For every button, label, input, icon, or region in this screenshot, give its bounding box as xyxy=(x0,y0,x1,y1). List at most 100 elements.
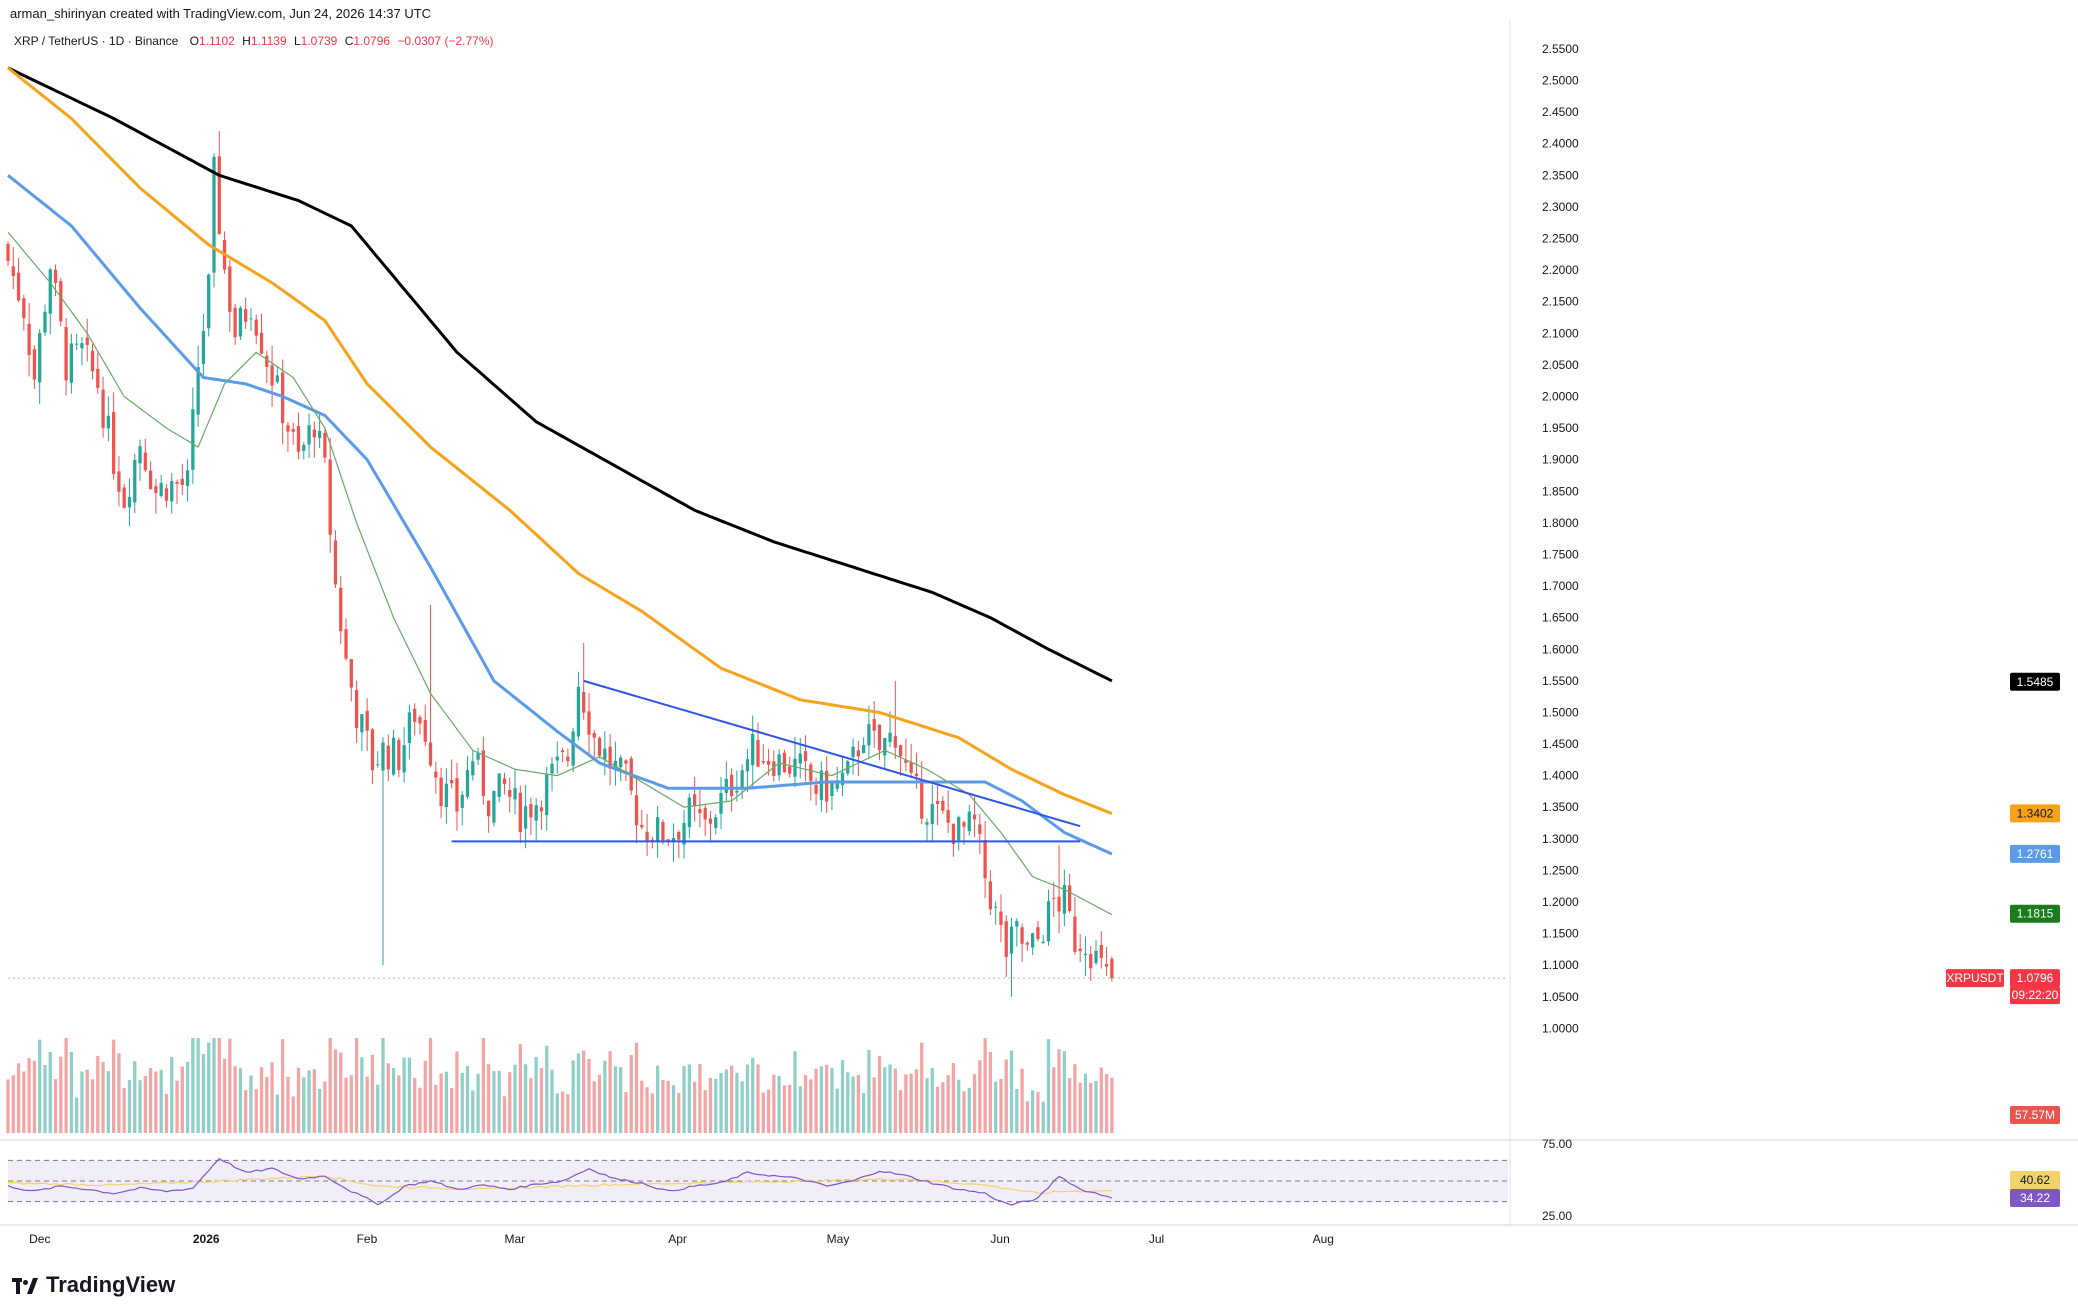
rsi-pane xyxy=(7,1157,1508,1206)
candle-body xyxy=(983,840,987,879)
ma100-price-tag-bg xyxy=(2010,804,2060,823)
volume-bar xyxy=(344,1077,348,1133)
candle-body xyxy=(872,719,876,731)
candle-body xyxy=(217,156,221,235)
countdown-tag: 09:22:20 xyxy=(2012,988,2059,1002)
price-tick-label: 2.0500 xyxy=(1542,358,1579,372)
candle-body xyxy=(1004,921,1008,957)
volume-bar xyxy=(397,1075,401,1133)
volume-bar xyxy=(888,1064,892,1133)
candle-body xyxy=(476,753,480,760)
volume-bar xyxy=(703,1090,707,1133)
candle-body xyxy=(1015,921,1019,927)
volume-bar xyxy=(740,1081,744,1133)
candle-body xyxy=(344,629,348,659)
volume-bar xyxy=(994,1081,998,1133)
candle-body xyxy=(914,773,919,776)
candle-body xyxy=(677,831,681,840)
candle-body xyxy=(566,756,570,762)
volume-bar xyxy=(143,1075,147,1133)
volume-bar xyxy=(867,1050,871,1133)
volume-bar xyxy=(233,1066,237,1133)
volume-bar xyxy=(244,1090,248,1133)
date-tick-label: Mar xyxy=(504,1232,525,1246)
candle-body xyxy=(486,800,491,817)
volume-bar xyxy=(951,1063,956,1133)
volume-bar xyxy=(962,1091,966,1133)
open-value: 1.1102 xyxy=(198,34,235,48)
candle-body xyxy=(254,319,258,336)
volume-bar xyxy=(856,1074,860,1133)
volume-bar xyxy=(582,1050,586,1133)
candle-body xyxy=(729,774,734,797)
candle-body xyxy=(814,784,818,794)
volume-bar xyxy=(111,1039,116,1133)
rsi-ma-last-tag-bg xyxy=(2010,1171,2060,1189)
price-tick-label: 2.3500 xyxy=(1542,168,1579,182)
volume-bar xyxy=(365,1076,369,1133)
volume-bar xyxy=(518,1043,522,1133)
volume-bar xyxy=(761,1092,765,1133)
volume-bar xyxy=(851,1076,855,1133)
candle-body xyxy=(339,587,343,632)
volume-bar xyxy=(677,1093,681,1133)
candle-body xyxy=(656,817,660,841)
candle-body xyxy=(349,659,353,688)
volume-bar xyxy=(523,1064,528,1133)
candle-body xyxy=(434,771,438,778)
volume-bar xyxy=(835,1088,839,1133)
candle-body xyxy=(201,331,206,365)
volume-bar xyxy=(999,1078,1003,1133)
volume-bar xyxy=(281,1039,285,1133)
ma-200-line xyxy=(7,66,1113,683)
volume-bar xyxy=(872,1077,876,1133)
candle-body xyxy=(1083,953,1088,956)
low-label: L xyxy=(293,34,301,48)
candle-body xyxy=(175,482,179,484)
volume-bar xyxy=(1057,1049,1061,1133)
close-label: C xyxy=(344,34,354,48)
candle-body xyxy=(587,711,591,735)
ma-20-line xyxy=(7,231,1113,916)
volume-bar xyxy=(444,1071,449,1133)
candle-body xyxy=(413,708,417,722)
volume-bar xyxy=(935,1086,940,1133)
ma-100-line xyxy=(7,66,1113,815)
date-tick-label: Apr xyxy=(668,1232,687,1246)
candle-body xyxy=(397,739,401,771)
volume-bar xyxy=(1094,1081,1098,1133)
candle-body xyxy=(708,818,713,824)
ma20-price-tag: 1.1815 xyxy=(2017,907,2054,921)
trendlines-layer[interactable] xyxy=(451,679,1081,843)
candle-body xyxy=(661,822,665,841)
candle-body xyxy=(634,795,639,826)
volume-bar xyxy=(1052,1067,1056,1133)
volume-bar xyxy=(323,1081,327,1133)
candle-body xyxy=(967,811,971,832)
volume-bar xyxy=(212,1038,216,1133)
volume-bar xyxy=(27,1058,31,1133)
candle-body xyxy=(317,430,322,439)
brand-footer[interactable]: TradingView xyxy=(12,1272,175,1298)
candle-body xyxy=(1036,927,1040,940)
volume-bar xyxy=(597,1074,602,1133)
candle-body xyxy=(888,732,892,742)
volume-bar xyxy=(576,1053,581,1133)
candle-body xyxy=(6,244,10,262)
candle-body xyxy=(117,471,121,492)
pair-label[interactable]: XRP / TetherUS · 1D · Binance xyxy=(14,34,179,48)
volume-bar xyxy=(407,1057,412,1133)
candle-body xyxy=(893,736,897,748)
volume-bar xyxy=(471,1090,475,1133)
candle-body xyxy=(1031,933,1035,948)
volume-bar xyxy=(439,1073,443,1133)
last-price-tag: 1.0796 xyxy=(2017,971,2054,985)
symbol-price-tag-bg xyxy=(1946,969,2004,988)
ma-50-line xyxy=(7,174,1113,856)
volume-bar xyxy=(59,1056,63,1133)
candle-body xyxy=(782,752,787,773)
volume-bar xyxy=(1078,1082,1082,1133)
price-tick-label: 2.1500 xyxy=(1542,295,1579,309)
candle-body xyxy=(1099,945,1103,958)
